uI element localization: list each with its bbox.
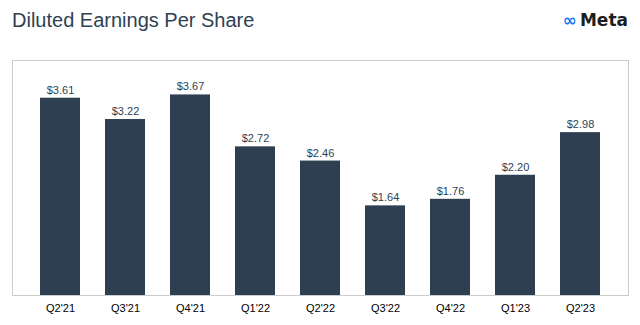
svg-text:Q1'22: Q1'22: [241, 302, 270, 314]
svg-text:Q4'21: Q4'21: [176, 302, 205, 314]
svg-text:$2.98: $2.98: [567, 118, 595, 130]
svg-text:Q1'23: Q1'23: [501, 302, 530, 314]
svg-text:$1.76: $1.76: [437, 185, 465, 197]
svg-text:$2.46: $2.46: [307, 147, 335, 159]
svg-text:Q3'21: Q3'21: [111, 302, 140, 314]
svg-text:Q4'22: Q4'22: [436, 302, 465, 314]
svg-text:$3.22: $3.22: [112, 105, 140, 117]
svg-text:$2.20: $2.20: [502, 161, 530, 173]
svg-text:$2.72: $2.72: [242, 132, 270, 144]
svg-text:Q2'22: Q2'22: [306, 302, 335, 314]
svg-text:$1.64: $1.64: [372, 191, 400, 203]
svg-text:$3.61: $3.61: [47, 84, 75, 96]
svg-text:Q3'22: Q3'22: [371, 302, 400, 314]
svg-text:Q2'23: Q2'23: [566, 302, 595, 314]
svg-text:$3.67: $3.67: [177, 80, 205, 92]
svg-text:Q2'21: Q2'21: [46, 302, 75, 314]
html-text:Diluted Earnings Per Share: Diluted Earnings Per Share: [12, 8, 255, 31]
html-text:∞ Meta: ∞ Meta: [562, 10, 628, 30]
